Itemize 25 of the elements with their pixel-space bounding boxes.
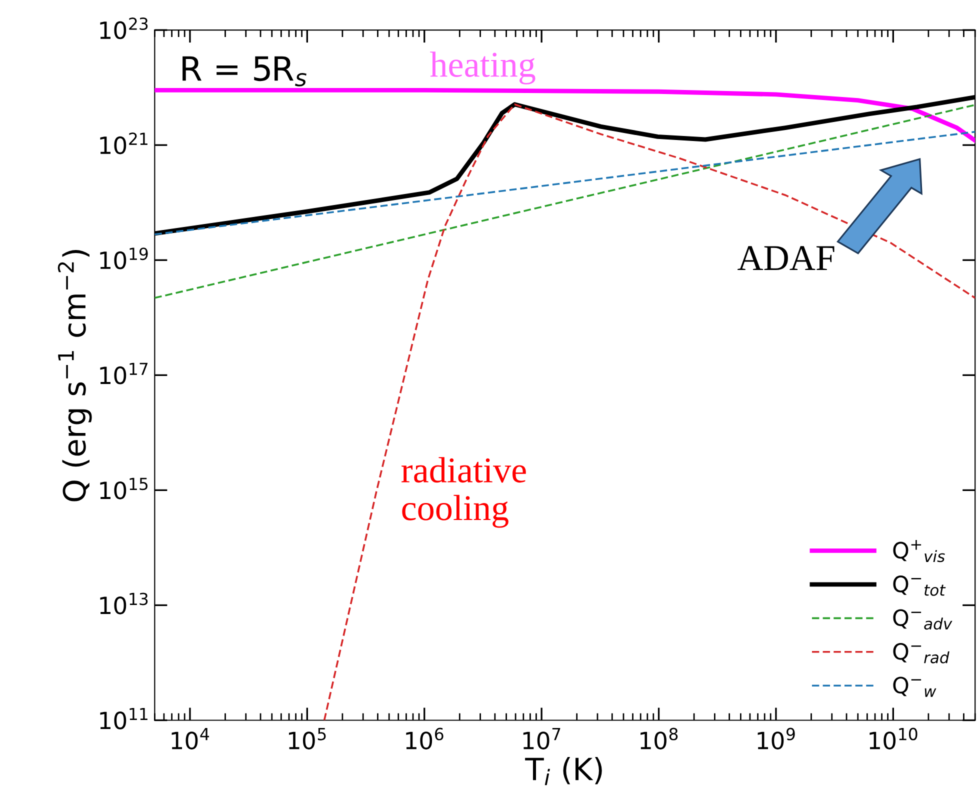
x-tick-label: 10$^{8}$ [640, 728, 678, 750]
legend-label: Q$^{−}$$_{adv}$ [893, 609, 952, 630]
y-tick-label: 10$^{15}$ [100, 478, 148, 500]
x-axis-title: T$_{i}$ (K) [525, 756, 602, 786]
x-tick-label: 10$^{7}$ [523, 728, 560, 750]
legend-label: Q$^{+}$$_{vis}$ [893, 540, 945, 562]
x-tick-label: 10$^{5}$ [288, 728, 326, 750]
x-tick-label: 10$^{4}$ [172, 728, 210, 750]
annotation: ADAF [738, 246, 834, 270]
y-tick-label: 10$^{21}$ [100, 132, 148, 154]
annotation: radiative cooling [402, 457, 526, 528]
annotation: heating [430, 52, 536, 84]
x-tick-label: 10$^{10}$ [870, 728, 918, 750]
legend-label: Q$^{−}$$_{rad}$ [893, 643, 950, 664]
x-tick-label: 10$^{9}$ [758, 728, 795, 750]
y-tick-label: 10$^{23}$ [100, 18, 148, 40]
x-tick-label: 10$^{6}$ [406, 728, 444, 750]
y-axis-title: Q (erg s$^{−1}$ cm$^{−2}$) [58, 250, 92, 502]
y-tick-label: 10$^{11}$ [100, 708, 148, 730]
y-tick-label: 10$^{13}$ [100, 592, 148, 614]
annotation: R = 5R$_{s}$ [182, 56, 306, 86]
y-tick-label: 10$^{17}$ [100, 362, 148, 384]
y-tick-label: 10$^{19}$ [100, 248, 148, 270]
legend-label: Q$^{−}$$_{w}$ [893, 676, 936, 697]
legend-label: Q$^{−}$$_{tot}$ [893, 576, 946, 596]
